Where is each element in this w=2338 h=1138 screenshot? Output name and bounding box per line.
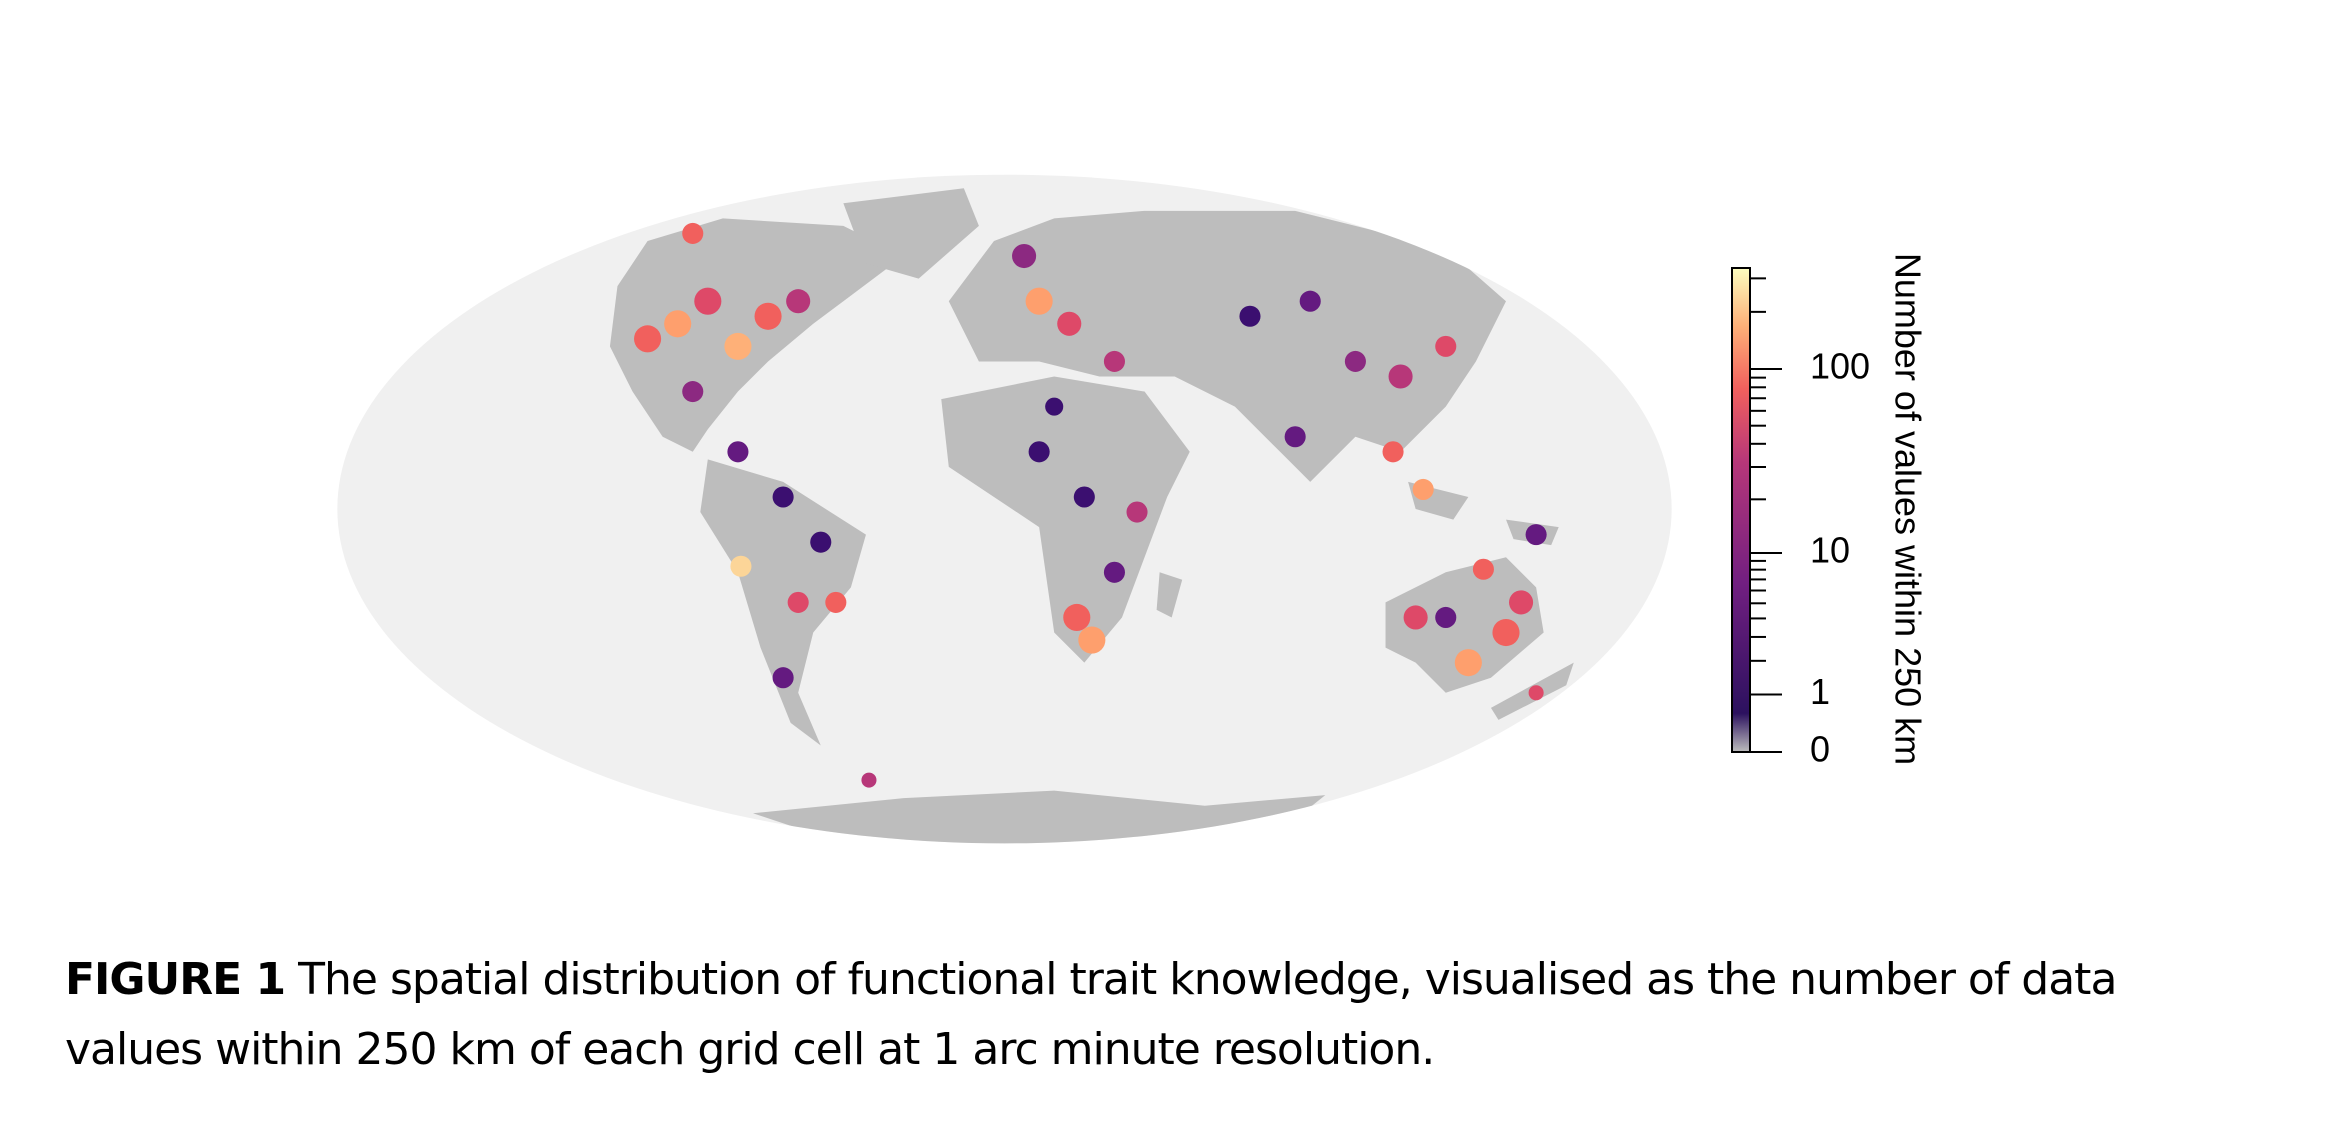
tick-label: 10 [1810, 530, 1850, 571]
dot [1028, 441, 1050, 463]
dot [772, 486, 794, 508]
dot [1063, 603, 1091, 632]
dot [1284, 426, 1306, 448]
dot [1012, 243, 1037, 269]
dot [754, 302, 782, 330]
map-figure: 0 1 10 100 Number of values within 250 km [337, 174, 1928, 844]
map [337, 174, 1672, 844]
dot [1103, 350, 1125, 372]
dot [1299, 290, 1321, 312]
dot [1078, 626, 1106, 654]
tick-label: 1 [1810, 671, 1830, 712]
caption-label: FIGURE 1 [65, 954, 286, 1005]
dot [1045, 397, 1064, 416]
dot [1472, 558, 1494, 580]
colorbar-title: Number of values within 250 km [1887, 253, 1928, 765]
caption-text: The spatial distribution of functional t… [65, 954, 2117, 1075]
dot [825, 591, 847, 613]
dot [1073, 486, 1095, 508]
dot [861, 772, 877, 788]
caption: FIGURE 1 The spatial distribution of fun… [65, 945, 2185, 1085]
dot [664, 310, 692, 338]
dot [724, 332, 752, 360]
dot [727, 441, 749, 463]
dot [682, 222, 704, 244]
dot [786, 289, 811, 314]
dot [772, 667, 794, 689]
tick-label: 0 [1810, 729, 1830, 770]
dot [634, 325, 662, 353]
dot [1412, 478, 1434, 500]
dot [730, 555, 752, 577]
dot [1403, 605, 1428, 630]
dot [1344, 350, 1366, 372]
sample-dots [634, 222, 1547, 788]
dot [1382, 441, 1404, 463]
colorbar-axis: 0 1 10 100 [1750, 277, 1870, 770]
dot [1057, 311, 1082, 336]
tick-label: 100 [1810, 345, 1870, 386]
dot [1126, 501, 1148, 523]
dot [694, 287, 722, 315]
dot [1239, 305, 1261, 327]
dot [1525, 524, 1547, 546]
colorbar [1731, 267, 1751, 753]
dot [1509, 590, 1534, 615]
dot [682, 381, 704, 403]
dot [1435, 335, 1457, 357]
dot [787, 591, 809, 613]
dot [1454, 649, 1482, 677]
dot [1388, 364, 1413, 389]
dot [1103, 561, 1125, 583]
dot [1492, 618, 1520, 647]
dot [810, 531, 832, 553]
dot [1025, 287, 1053, 315]
dot [1528, 685, 1544, 701]
dot [1435, 606, 1457, 629]
